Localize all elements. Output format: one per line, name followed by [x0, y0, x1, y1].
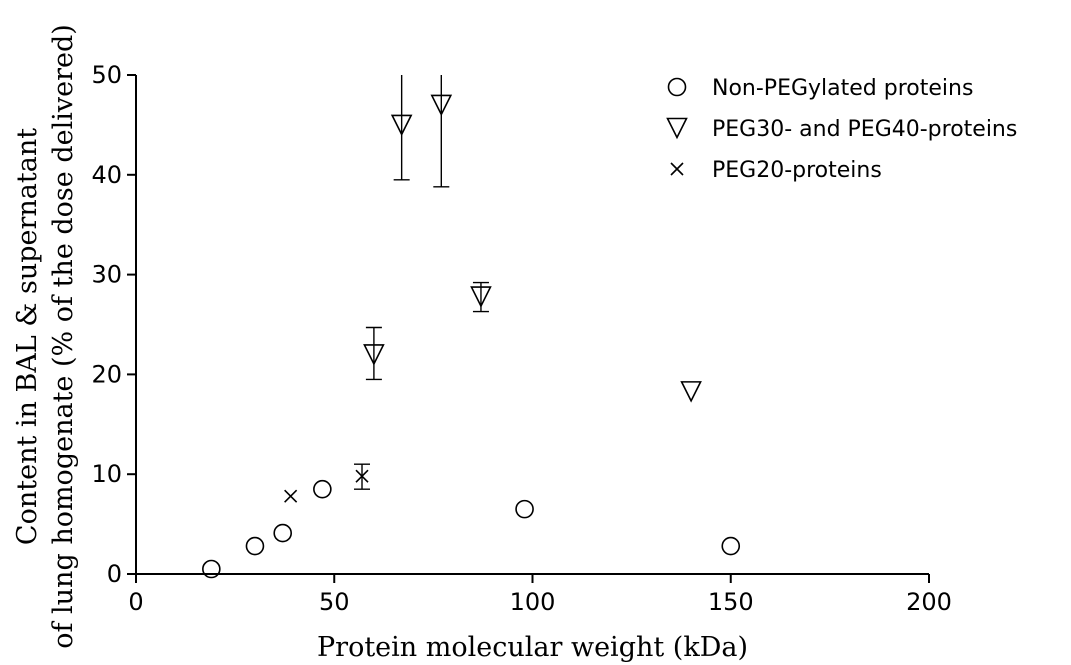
- data-markers: [203, 95, 739, 577]
- data-point: [516, 501, 533, 518]
- y-tick-label: 20: [91, 360, 122, 388]
- data-point: [246, 538, 263, 555]
- x-tick-label: 50: [319, 588, 350, 616]
- x-tick-label: 100: [510, 588, 556, 616]
- legend-label: Non-PEGylated proteins: [712, 76, 973, 101]
- x-tick-label: 150: [708, 588, 754, 616]
- legend: Non-PEGylated proteins PEG30- and PEG40-p…: [668, 76, 1018, 183]
- legend-marker: [671, 163, 683, 175]
- y-tick-label: 40: [91, 161, 122, 189]
- y-tick-label: 0: [107, 560, 122, 588]
- data-point: [314, 481, 331, 498]
- y-axis-title-line-1: Content in BAL & supernatant: [12, 128, 43, 545]
- error-bars: [354, 75, 489, 489]
- y-ticks: 0 10 20 30 40 50: [91, 61, 136, 588]
- legend-marker: [668, 119, 687, 138]
- y-axis-title: Content in BAL & supernatant of lung hom…: [12, 24, 79, 649]
- y-tick-label: 30: [91, 261, 122, 289]
- x-ticks: 0 50 100 150 200: [128, 574, 952, 616]
- data-point: [285, 490, 297, 502]
- data-point: [274, 525, 291, 542]
- axes: 0 50 100 150 200 0 10 20 30 40 50: [91, 61, 951, 616]
- data-point: [682, 382, 701, 401]
- x-axis-title: Protein molecular weight (kDa): [317, 632, 748, 663]
- data-point: [722, 538, 739, 555]
- x-tick-label: 0: [128, 588, 143, 616]
- x-tick-label: 200: [906, 588, 952, 616]
- legend-marker: [669, 79, 686, 96]
- y-tick-label: 10: [91, 460, 122, 488]
- legend-label: PEG30- and PEG40-proteins: [712, 117, 1017, 142]
- y-tick-label: 50: [91, 61, 122, 89]
- y-axis-title-line-2: of lung homogenate (% of the dose delive…: [48, 24, 79, 649]
- legend-label: PEG20-proteins: [712, 158, 882, 183]
